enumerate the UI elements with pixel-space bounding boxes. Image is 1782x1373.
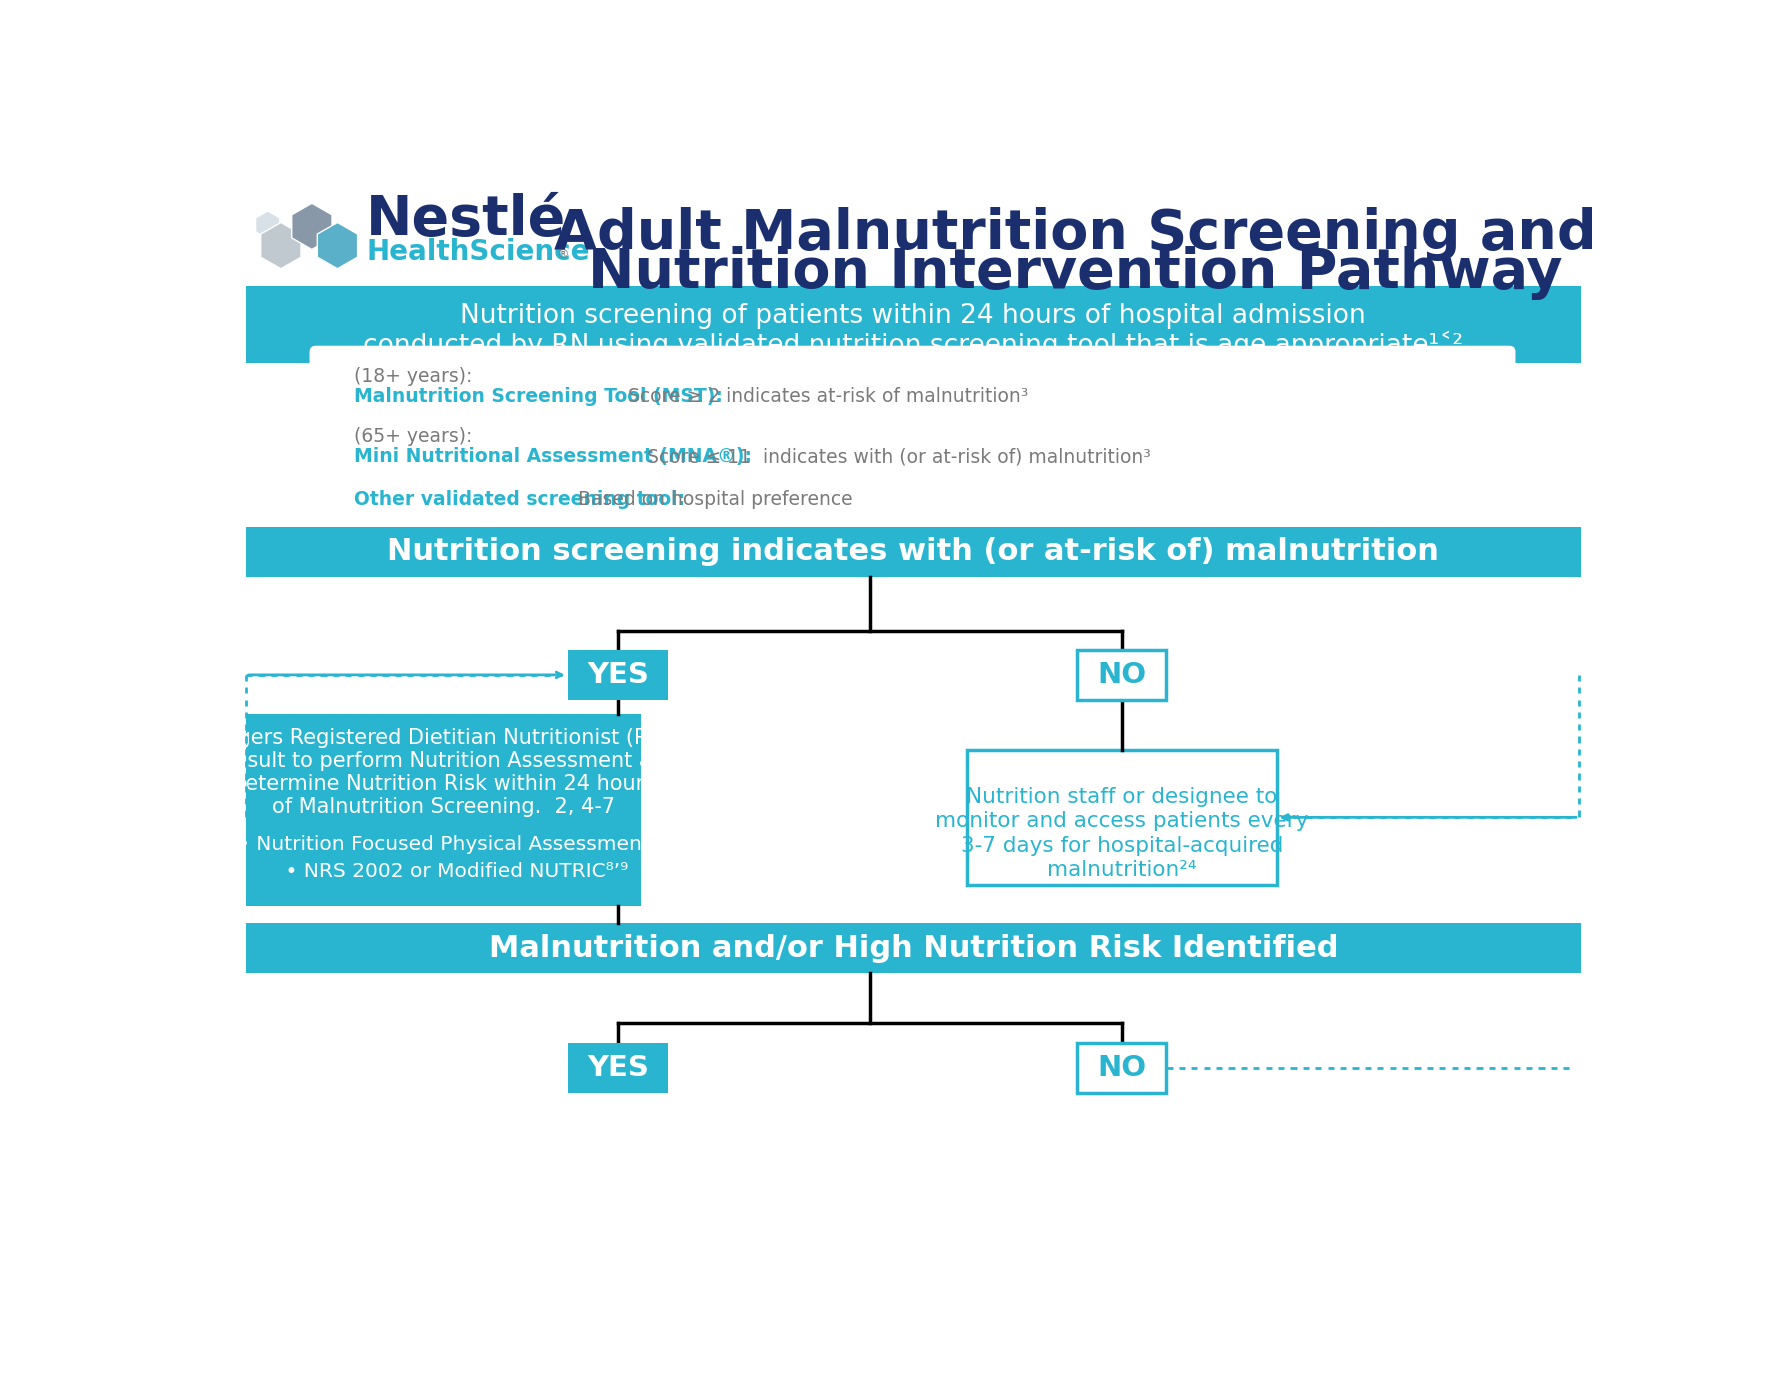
Text: determine Nutrition Risk within 24 hours: determine Nutrition Risk within 24 hours <box>232 774 656 794</box>
Bar <box>246 287 1581 364</box>
Text: Nestlé: Nestlé <box>365 194 567 247</box>
Text: Nutrition staff or designee to: Nutrition staff or designee to <box>966 787 1278 806</box>
Text: Triggers Registered Dietitian Nutritionist (RDN): Triggers Registered Dietitian Nutritioni… <box>200 728 688 748</box>
Polygon shape <box>260 222 301 269</box>
Text: (18+ years):: (18+ years): <box>355 367 472 386</box>
Text: YES: YES <box>586 1053 649 1082</box>
Text: HealthScience: HealthScience <box>365 238 590 266</box>
Text: NO: NO <box>1098 1053 1146 1082</box>
Text: consult to perform Nutrition Assessment and: consult to perform Nutrition Assessment … <box>210 751 677 770</box>
Polygon shape <box>255 211 280 239</box>
Bar <box>1076 1042 1165 1093</box>
Text: of Malnutrition Screening.  2, 4-7: of Malnutrition Screening. 2, 4-7 <box>273 796 615 817</box>
Text: Nutrition Intervention Pathway: Nutrition Intervention Pathway <box>588 246 1563 299</box>
Text: Other validated screening tool:: Other validated screening tool: <box>355 490 686 509</box>
Text: Nutrition screening of patients within 24 hours of hospital admission: Nutrition screening of patients within 2… <box>460 303 1367 330</box>
Polygon shape <box>292 203 331 250</box>
Text: Based on hospital preference: Based on hospital preference <box>572 490 852 509</box>
Bar <box>1076 649 1165 700</box>
Bar <box>246 923 1581 973</box>
Text: NO: NO <box>1098 660 1146 689</box>
Text: Nutrition screening indicates with (or at-risk of) malnutrition: Nutrition screening indicates with (or a… <box>387 537 1440 566</box>
Text: (65+ years):: (65+ years): <box>355 427 472 446</box>
Bar <box>568 1042 668 1093</box>
FancyBboxPatch shape <box>310 346 1515 523</box>
Bar <box>246 527 1581 577</box>
Text: Mini Nutritional Assessment (MNA®):: Mini Nutritional Assessment (MNA®): <box>355 448 752 467</box>
Text: monitor and access patients every: monitor and access patients every <box>936 811 1308 831</box>
Bar <box>246 714 642 906</box>
Text: malnutrition²⁴: malnutrition²⁴ <box>1048 861 1196 880</box>
Text: • NRS 2002 or Modified NUTRIC⁸’⁹: • NRS 2002 or Modified NUTRIC⁸’⁹ <box>260 862 627 881</box>
Text: Malnutrition Screening Tool (MST):: Malnutrition Screening Tool (MST): <box>355 387 723 406</box>
Bar <box>568 649 668 700</box>
Text: Malnutrition and/or High Nutrition Risk Identified: Malnutrition and/or High Nutrition Risk … <box>488 934 1338 962</box>
Polygon shape <box>317 222 358 269</box>
Text: Score ≥ 2 indicates at-risk of malnutrition³: Score ≥ 2 indicates at-risk of malnutrit… <box>622 387 1028 406</box>
Text: Adult Malnutrition Screening and: Adult Malnutrition Screening and <box>554 207 1597 261</box>
Text: YES: YES <box>586 660 649 689</box>
Text: • Nutrition Focused Physical Assessment: • Nutrition Focused Physical Assessment <box>237 835 649 854</box>
Text: 3-7 days for hospital-acquired: 3-7 days for hospital-acquired <box>960 836 1283 855</box>
Text: conducted by RN using validated nutrition screening tool that is age appropriate: conducted by RN using validated nutritio… <box>364 331 1463 360</box>
Bar <box>968 750 1276 884</box>
Text: ®: ® <box>556 247 568 261</box>
Text: Score ≤ 11  indicates with (or at-risk of) malnutrition³: Score ≤ 11 indicates with (or at-risk of… <box>642 448 1151 467</box>
